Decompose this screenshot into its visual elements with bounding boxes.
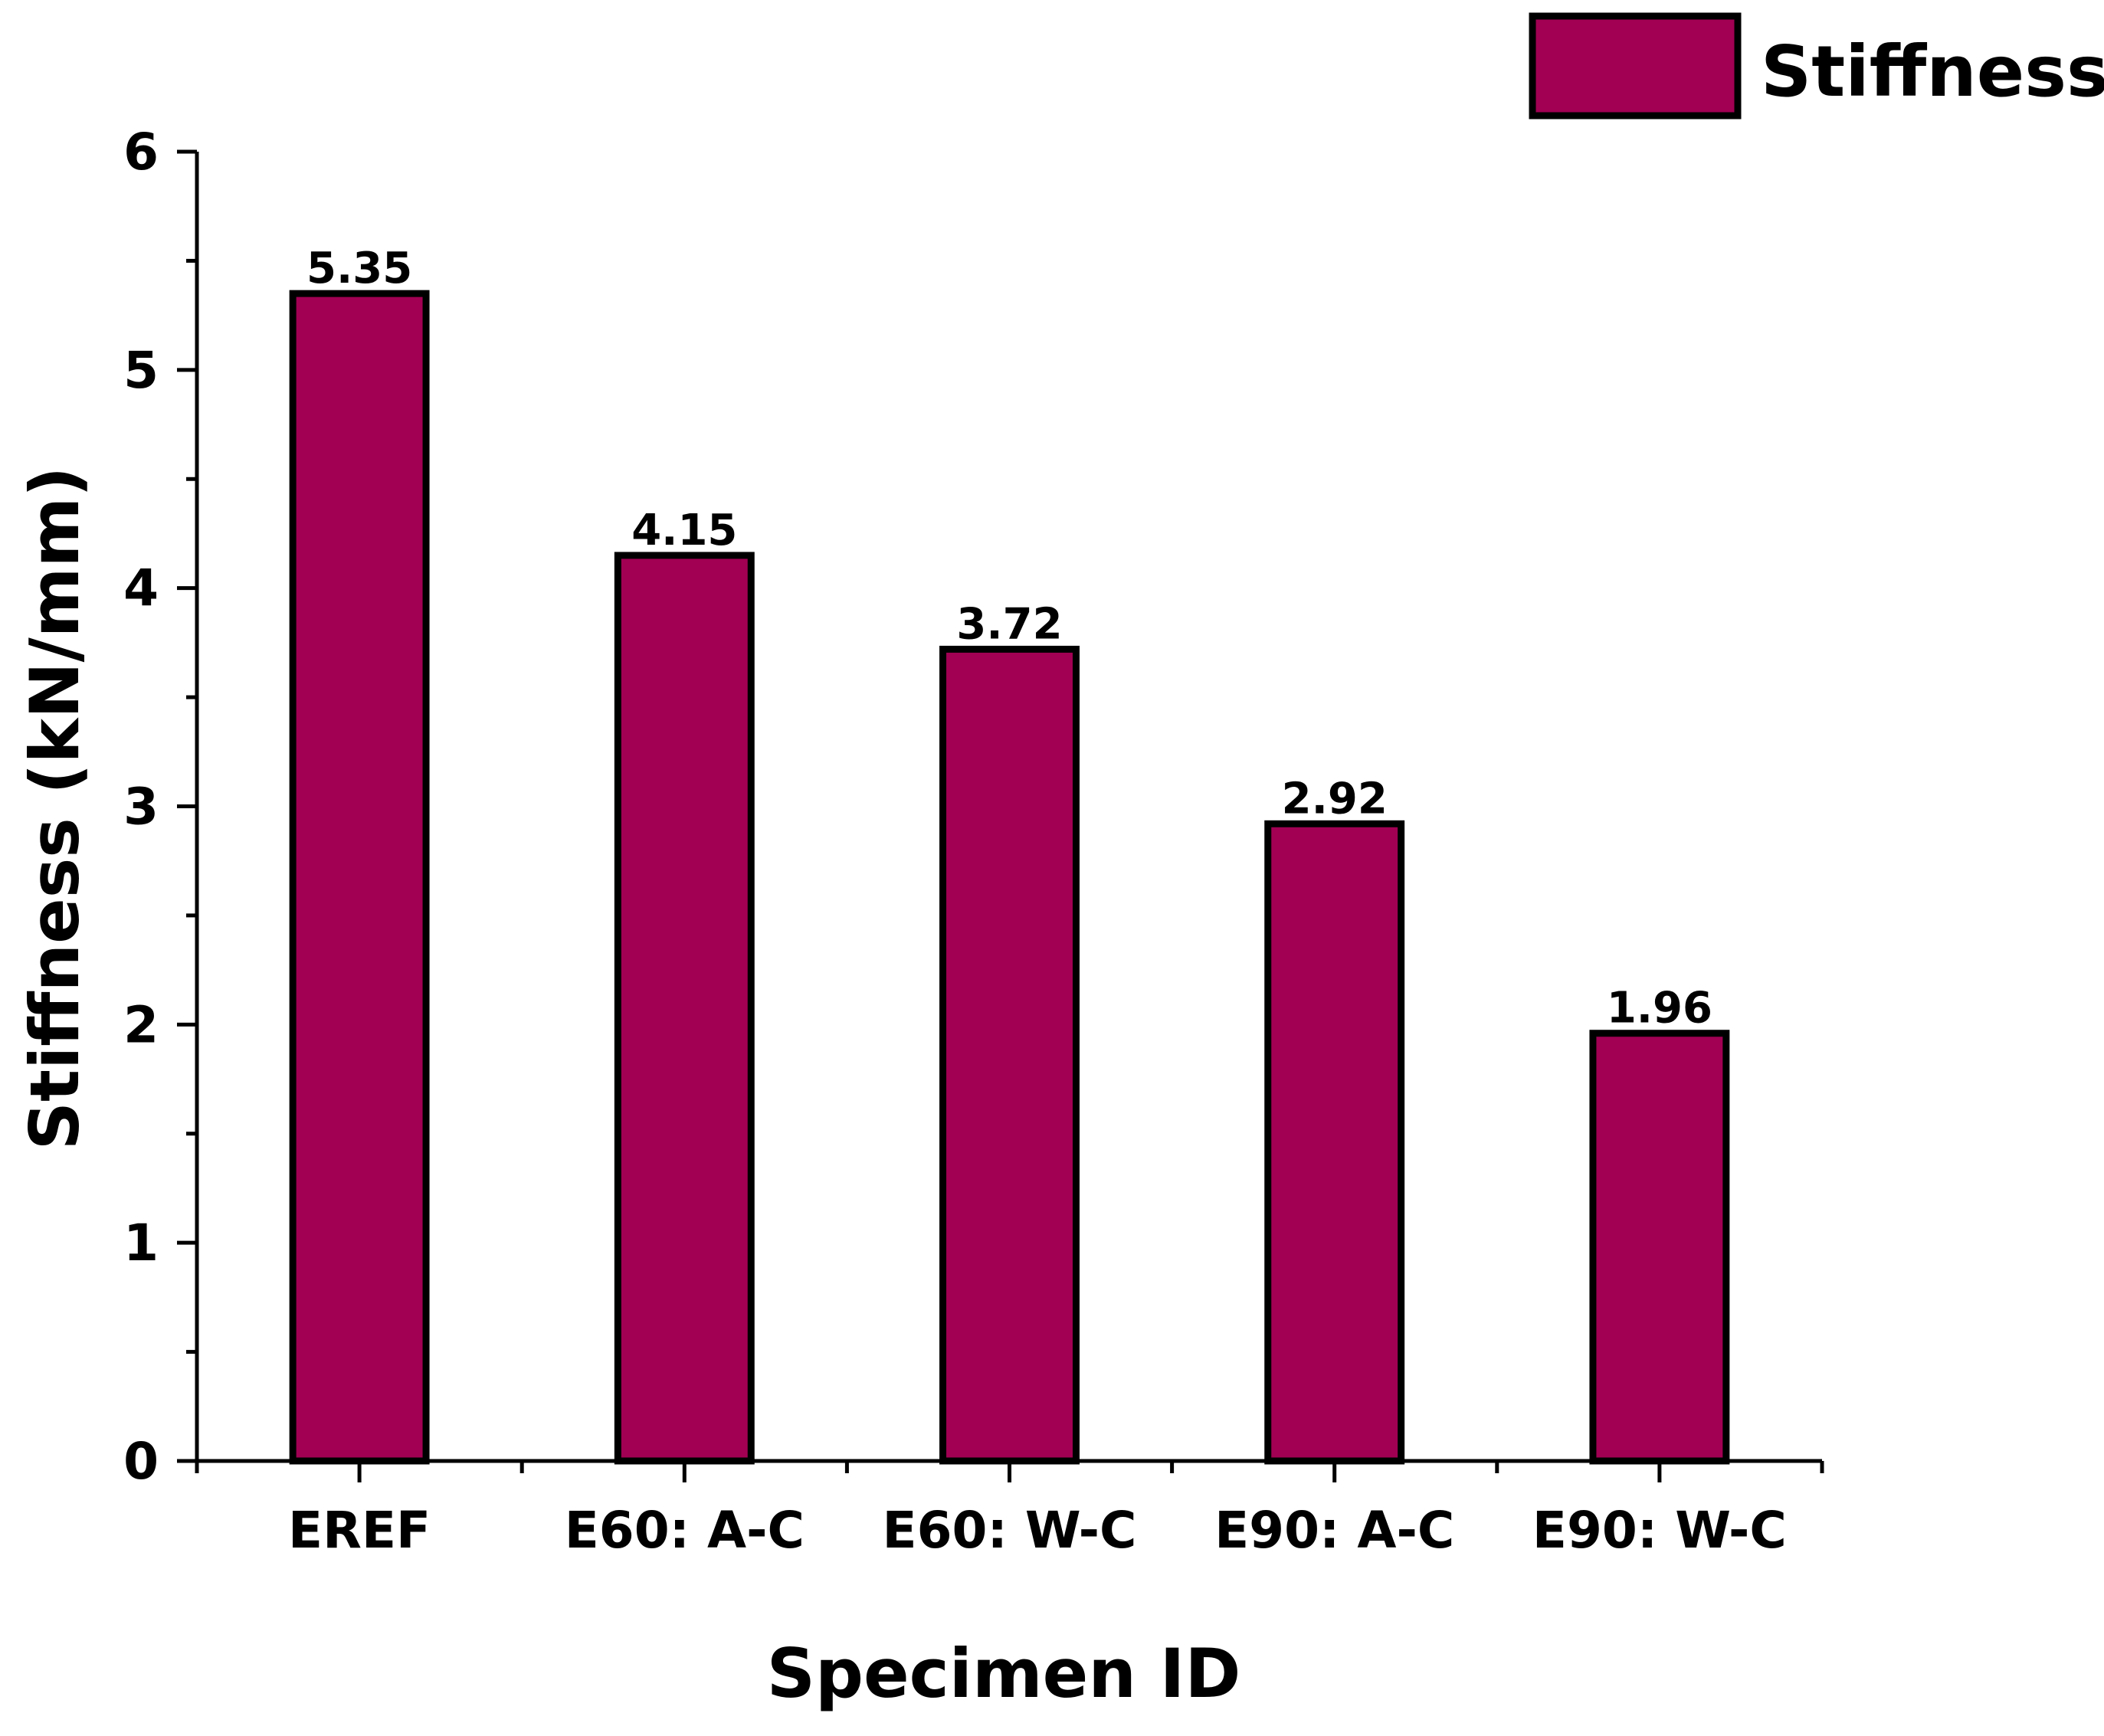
y-tick-label: 5 [123, 341, 159, 400]
bar [1264, 820, 1405, 1465]
bar [289, 290, 430, 1465]
bar [614, 552, 755, 1465]
x-tick-label: EREF [288, 1501, 431, 1560]
legend-swatch [1529, 12, 1742, 120]
x-tick-label: E90: A-C [1214, 1501, 1454, 1560]
x-axis: EREF E60: A-C E60: W-C E90: A-C E90: W-C [195, 1459, 1824, 1560]
data-labels: 5.35 4.15 3.72 2.92 1.96 [306, 244, 1712, 1033]
x-tick-label: E60: A-C [565, 1501, 805, 1560]
bar [1589, 1030, 1730, 1465]
data-label: 1.96 [1607, 984, 1712, 1033]
legend: Stiffness [1529, 12, 2104, 120]
x-tick-label: E60: W-C [883, 1501, 1137, 1560]
y-axis-title: Stiffness (kN/mm) [15, 467, 94, 1151]
y-tick-label: 4 [123, 559, 159, 618]
data-label: 5.35 [306, 244, 412, 293]
x-tick-label: E90: W-C [1532, 1501, 1787, 1560]
data-label: 3.72 [956, 599, 1062, 649]
y-axis: 0 1 2 3 4 5 6 [123, 123, 199, 1491]
bar [939, 645, 1080, 1465]
data-label: 4.15 [631, 506, 737, 555]
x-axis-title: Specimen ID [767, 1634, 1241, 1713]
legend-label: Stiffness [1761, 31, 2104, 113]
y-tick-label: 0 [123, 1432, 159, 1491]
y-tick-label: 6 [123, 123, 159, 182]
data-label: 2.92 [1282, 774, 1388, 824]
y-tick-label: 2 [123, 995, 159, 1054]
y-tick-label: 3 [123, 778, 159, 837]
bars [289, 290, 1730, 1465]
y-tick-label: 1 [123, 1214, 159, 1273]
